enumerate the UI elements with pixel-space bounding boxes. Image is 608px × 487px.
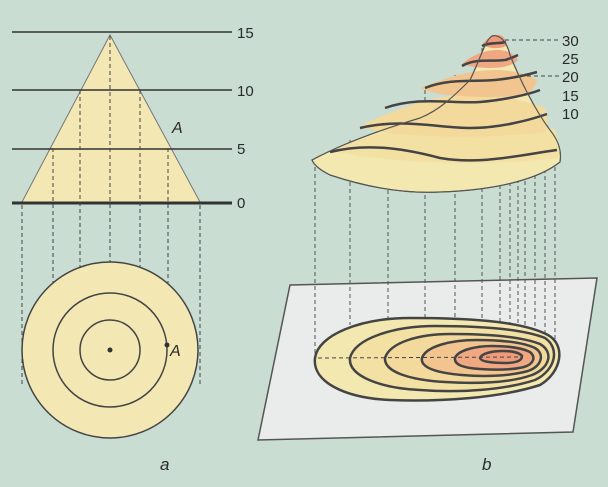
hill-band-20 bbox=[420, 70, 537, 98]
panel-b-caption: b bbox=[482, 455, 491, 474]
point-a-plan-label: A bbox=[169, 343, 181, 360]
height-label-20: 20 bbox=[562, 69, 579, 86]
panel-a: 15 10 5 0 A A a bbox=[12, 25, 254, 474]
point-a-plan-dot bbox=[164, 342, 170, 348]
height-label-25: 25 bbox=[562, 51, 579, 68]
height-label-10-b: 10 bbox=[562, 106, 579, 123]
height-label-30: 30 bbox=[562, 33, 579, 50]
panel-b: 30 25 20 15 10 b bbox=[257, 33, 598, 474]
height-label-10: 10 bbox=[237, 83, 254, 100]
height-label-0: 0 bbox=[237, 195, 245, 212]
contour-circle-5 bbox=[52, 292, 168, 408]
summit-point bbox=[107, 347, 113, 353]
height-label-15-b: 15 bbox=[562, 88, 579, 105]
point-a-side-label: A bbox=[171, 120, 183, 137]
height-label-5: 5 bbox=[237, 141, 245, 158]
hill-band-25 bbox=[462, 50, 518, 68]
panel-a-caption: a bbox=[160, 455, 169, 474]
contour-circle-10 bbox=[79, 319, 141, 381]
height-label-15: 15 bbox=[237, 25, 254, 42]
